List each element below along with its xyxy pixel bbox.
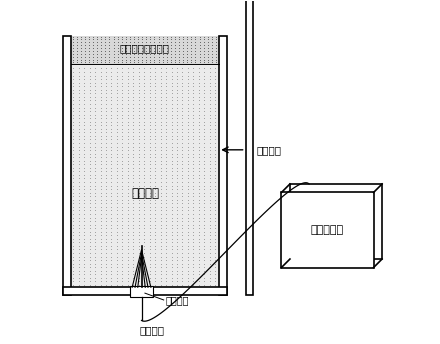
Bar xyxy=(290,184,382,259)
Bar xyxy=(70,64,219,287)
Text: 耐火材料: 耐火材料 xyxy=(257,145,282,155)
Bar xyxy=(63,35,70,295)
Text: 测温元件: 测温元件 xyxy=(165,295,189,305)
Text: 补偿导线: 补偿导线 xyxy=(139,326,164,336)
Text: 保护渣（覆盖剂）: 保护渣（覆盖剂） xyxy=(120,44,170,54)
Bar xyxy=(70,35,219,64)
Bar xyxy=(219,35,227,295)
Text: 溶融鑰液: 溶融鑰液 xyxy=(131,187,159,200)
Bar xyxy=(282,193,374,268)
Text: 温度显示价: 温度显示价 xyxy=(311,225,344,235)
Bar xyxy=(129,286,154,297)
Bar xyxy=(246,0,253,295)
Bar xyxy=(63,287,227,295)
